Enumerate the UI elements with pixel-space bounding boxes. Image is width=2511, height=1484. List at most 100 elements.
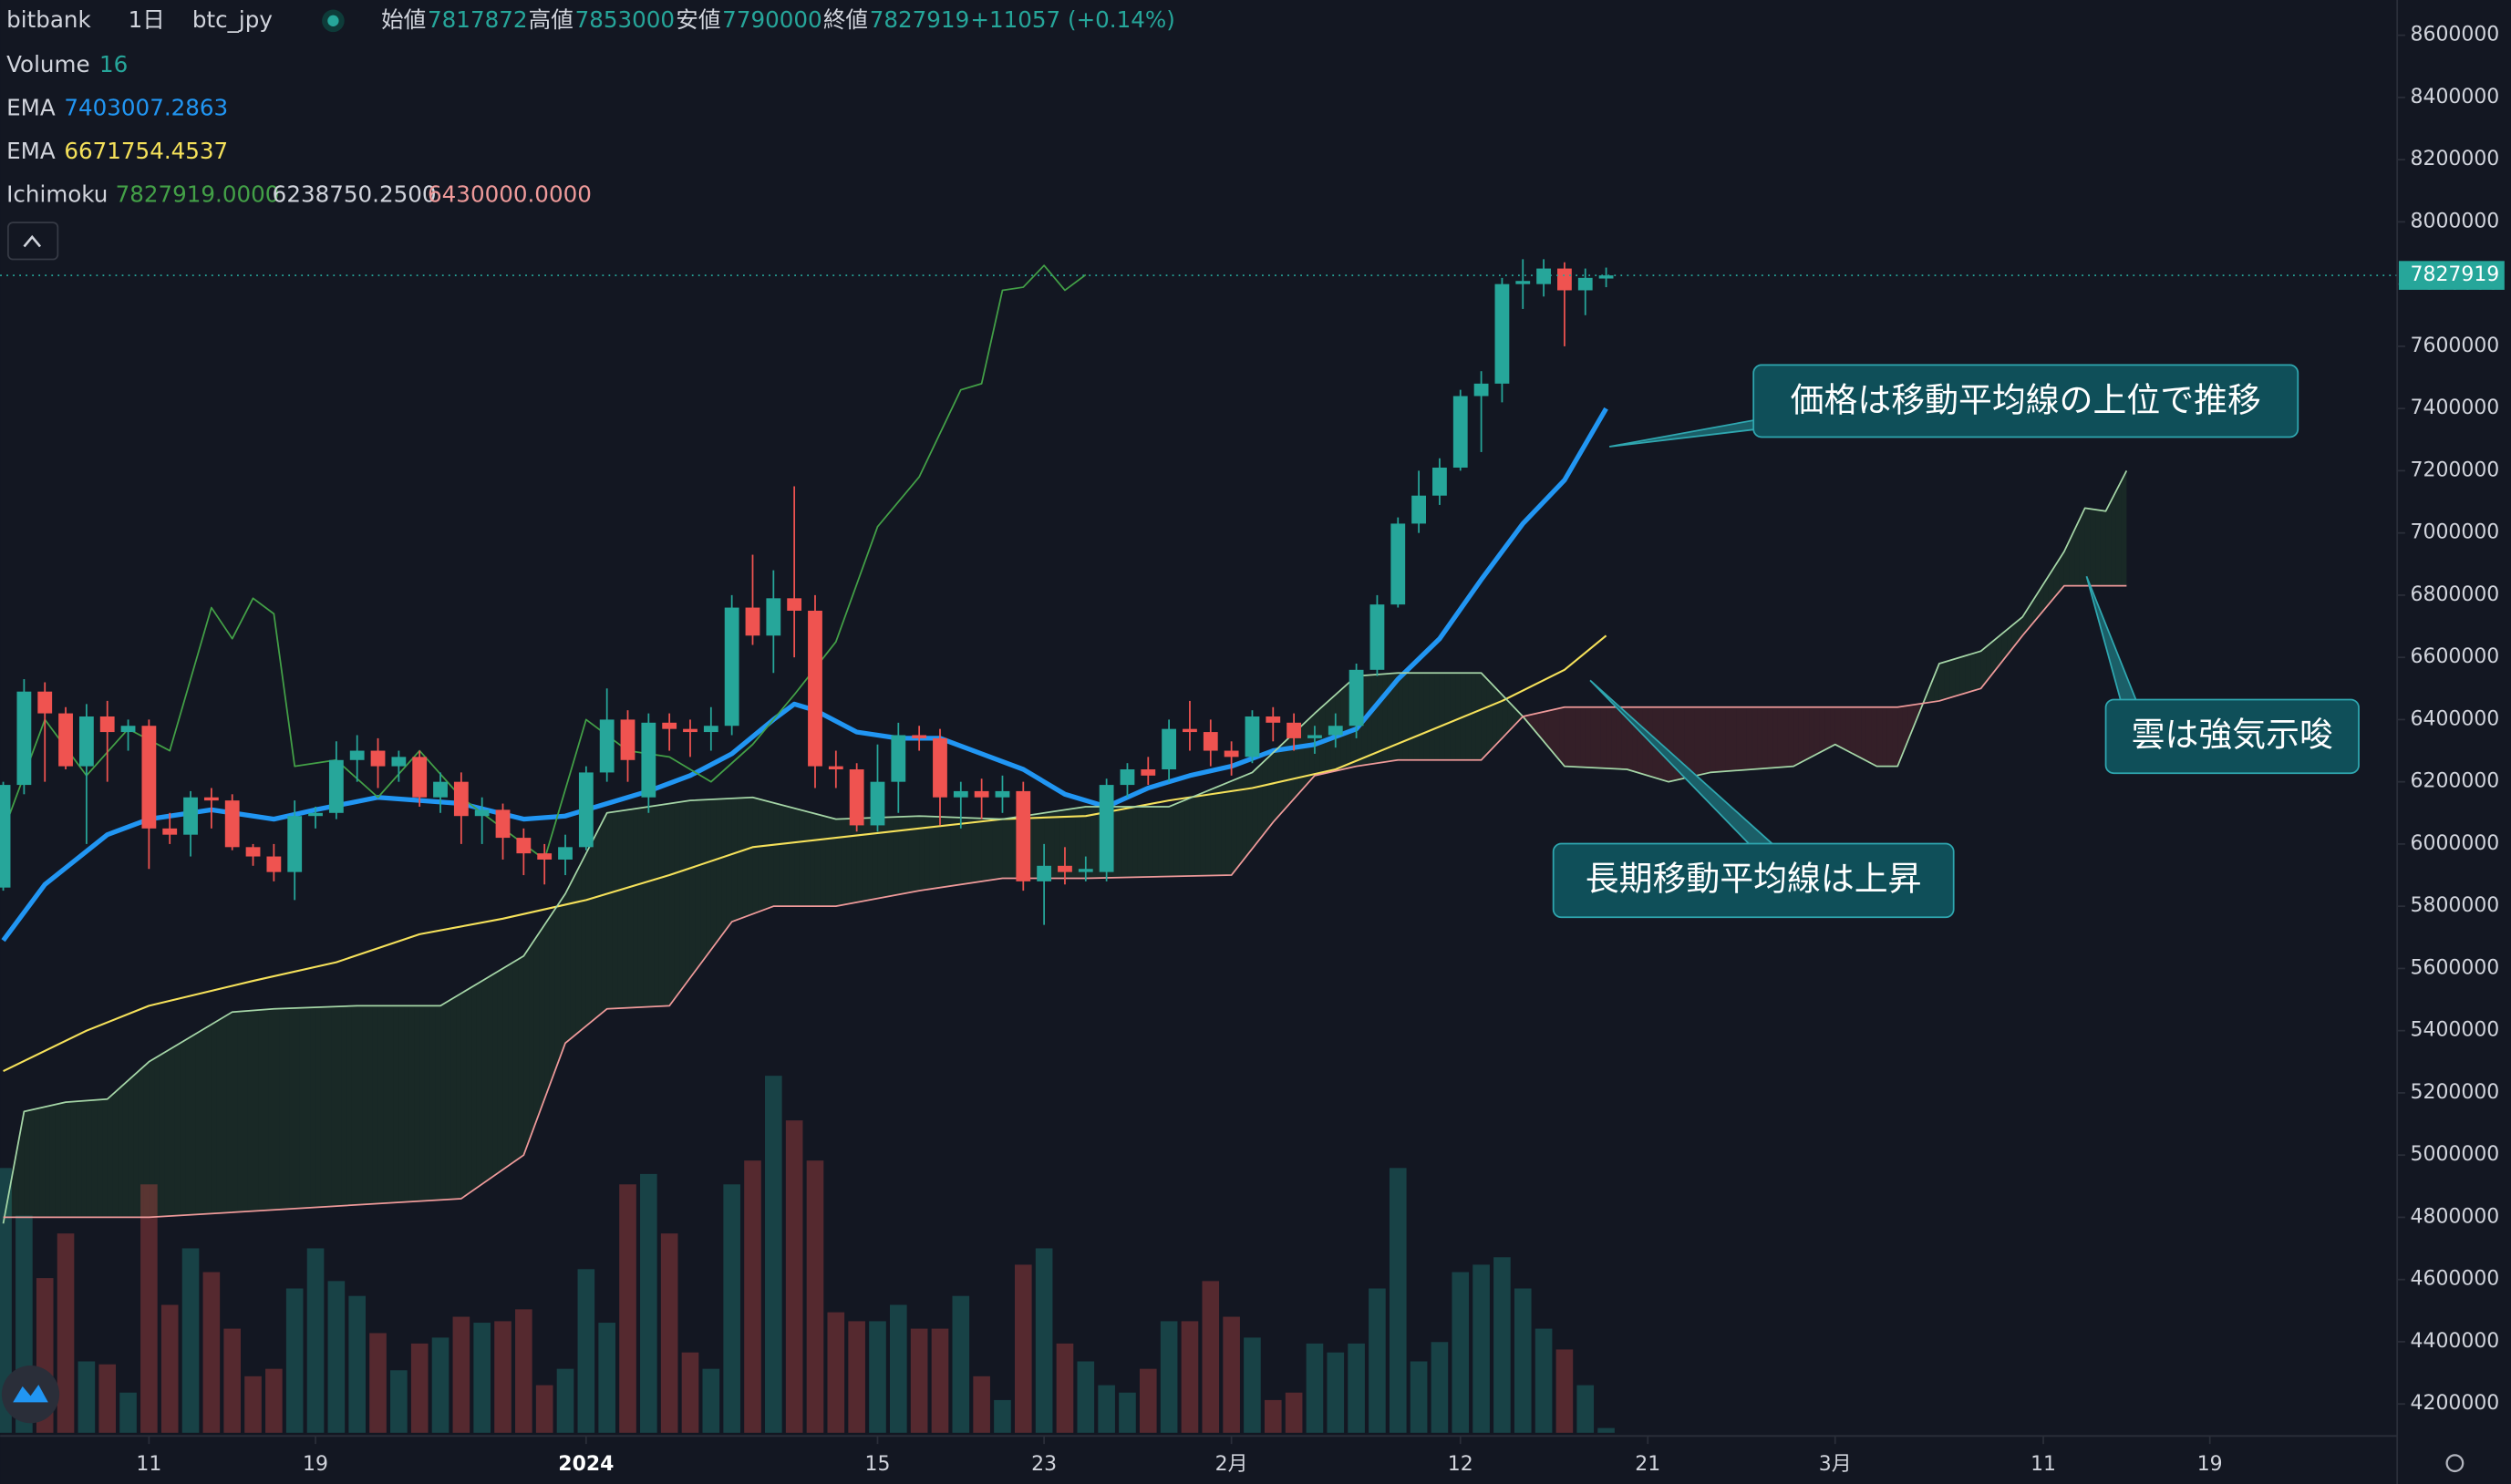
cloud-fill bbox=[1897, 706, 1903, 767]
cloud-fill bbox=[1148, 806, 1153, 877]
cloud-fill bbox=[685, 800, 690, 985]
cloud-fill bbox=[1845, 706, 1851, 753]
y-tick-label: 4400000 bbox=[2411, 1330, 2500, 1353]
candle-body bbox=[328, 759, 344, 813]
logo-icon bbox=[13, 1385, 48, 1403]
logo-circle bbox=[1, 1365, 60, 1424]
candle-body bbox=[620, 719, 636, 760]
cloud-fill bbox=[887, 817, 894, 897]
status-dot bbox=[327, 15, 339, 26]
cloud-fill bbox=[1934, 663, 1939, 702]
chevron-icon[interactable] bbox=[23, 234, 42, 248]
cloud-fill bbox=[2017, 616, 2023, 643]
cloud-fill bbox=[102, 1098, 108, 1218]
cloud-fill bbox=[1267, 752, 1274, 830]
cloud-fill bbox=[1049, 811, 1055, 879]
cloud-fill bbox=[1008, 817, 1013, 879]
cloud-fill bbox=[1444, 673, 1451, 760]
volume-bar bbox=[57, 1233, 75, 1433]
cloud-fill bbox=[279, 1008, 284, 1210]
cloud-fill bbox=[737, 798, 743, 921]
legend-name: Volume bbox=[6, 51, 89, 77]
cloud-fill bbox=[128, 1076, 134, 1218]
cloud-fill bbox=[305, 1007, 311, 1209]
candle-body bbox=[1078, 869, 1093, 872]
cloud-fill bbox=[1575, 706, 1581, 768]
volume-bar bbox=[473, 1323, 491, 1433]
x-tick-label: 15 bbox=[865, 1453, 891, 1476]
settings-icon[interactable] bbox=[2445, 1454, 2464, 1473]
cloud-fill bbox=[81, 1100, 87, 1218]
cloud-fill bbox=[232, 1011, 238, 1212]
volume-bar bbox=[1306, 1343, 1324, 1433]
cloud-fill bbox=[835, 819, 842, 907]
candle-body bbox=[974, 790, 989, 798]
volume-bar bbox=[285, 1288, 304, 1433]
cloud-fill bbox=[1855, 706, 1862, 758]
candle-body bbox=[203, 797, 219, 801]
cloud-fill bbox=[883, 817, 888, 898]
cloud-fill bbox=[1990, 638, 1997, 675]
candle-body bbox=[516, 838, 532, 854]
cloud-fill bbox=[1700, 706, 1706, 775]
cloud-fill bbox=[460, 990, 467, 1199]
volume-bar bbox=[431, 1337, 450, 1433]
candle-body bbox=[37, 691, 53, 714]
volume-bar bbox=[1223, 1316, 1240, 1433]
button-frame[interactable] bbox=[7, 222, 59, 261]
cloud-fill bbox=[1434, 673, 1440, 760]
cloud-fill bbox=[1402, 673, 1409, 760]
cloud-fill bbox=[45, 1106, 50, 1218]
y-tick-label: 4800000 bbox=[2411, 1205, 2500, 1228]
x-tick-label: 2月 bbox=[1215, 1453, 1248, 1476]
last-price-label: 7827919 bbox=[2411, 263, 2500, 286]
cloud-fill bbox=[97, 1099, 103, 1218]
cloud-fill bbox=[939, 817, 946, 888]
collapse-button[interactable] bbox=[7, 222, 59, 261]
cloud-fill bbox=[18, 1111, 25, 1218]
cloud-fill bbox=[450, 996, 457, 1200]
cloud-fill bbox=[2053, 560, 2060, 599]
cloud-fill bbox=[440, 1002, 446, 1201]
cloud-fill bbox=[346, 1005, 352, 1206]
candle-body bbox=[1203, 732, 1218, 751]
legend-value: 16 bbox=[99, 51, 128, 77]
cloud-fill bbox=[398, 1005, 405, 1203]
cloud-fill bbox=[1590, 706, 1596, 768]
cloud-fill bbox=[2079, 508, 2085, 586]
cloud-fill bbox=[518, 955, 524, 1159]
callout-text: 雲は強気示唆 bbox=[2132, 715, 2333, 754]
cloud-fill bbox=[1502, 695, 1508, 738]
cloud-fill bbox=[2059, 551, 2064, 593]
cloud-fill bbox=[1616, 706, 1622, 769]
cloud-fill bbox=[122, 1080, 129, 1218]
volume-bar bbox=[1098, 1385, 1115, 1433]
cloud-fill bbox=[2001, 629, 2008, 663]
cloud-fill bbox=[226, 1012, 232, 1213]
volume-bar bbox=[452, 1316, 470, 1433]
candle-body bbox=[1494, 283, 1510, 384]
candle-body bbox=[370, 750, 386, 767]
logo bbox=[1, 1365, 60, 1424]
cloud-fill bbox=[617, 810, 623, 1009]
cloud-fill bbox=[1959, 655, 1966, 696]
candle-body bbox=[1536, 268, 1551, 284]
cloud-fill bbox=[1205, 789, 1211, 876]
cloud-fill bbox=[1944, 660, 1950, 700]
candle-body bbox=[1452, 396, 1468, 468]
gear[interactable] bbox=[2445, 1454, 2464, 1473]
cloud-fill bbox=[539, 924, 545, 1114]
cloud-fill bbox=[1548, 709, 1555, 754]
cloud-fill bbox=[841, 819, 847, 906]
cloud-fill bbox=[581, 853, 586, 1031]
cloud-fill bbox=[2063, 541, 2070, 586]
indicator-line bbox=[3, 584, 2127, 1219]
cloud-fill bbox=[1928, 676, 1935, 703]
y-tick-label: 7600000 bbox=[2411, 335, 2500, 357]
cloud-fill bbox=[1554, 708, 1560, 760]
cloud-fill bbox=[1481, 673, 1487, 760]
cloud-fill bbox=[554, 902, 561, 1072]
candle-body bbox=[245, 847, 261, 857]
candle-body bbox=[495, 809, 511, 839]
candle-body bbox=[558, 847, 573, 860]
